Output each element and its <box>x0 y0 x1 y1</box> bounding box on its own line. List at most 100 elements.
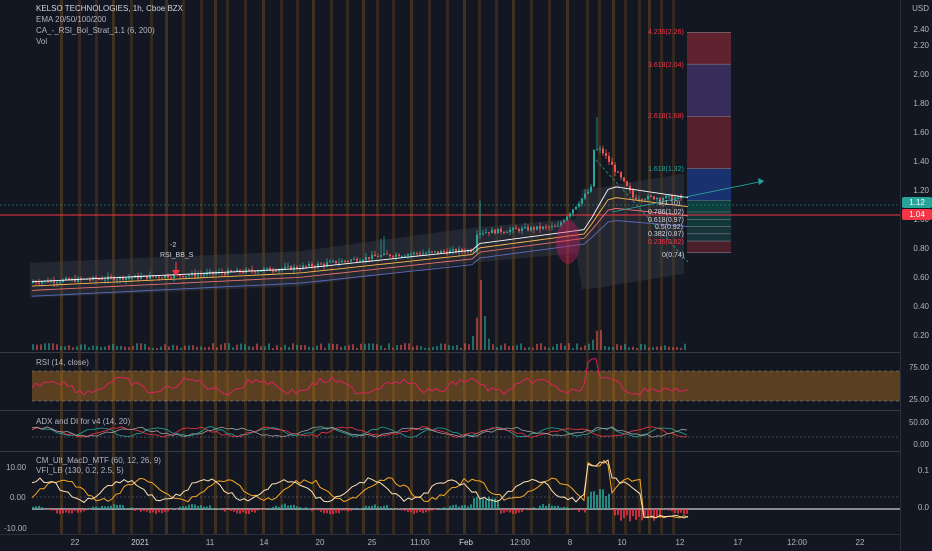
macd-histogram-bar <box>506 509 508 512</box>
volume-bar <box>76 347 78 350</box>
price-tick: 1.40 <box>913 157 929 166</box>
candle-body <box>509 230 511 232</box>
time-label: 12 <box>676 538 685 547</box>
volume-bar <box>160 347 162 350</box>
candle-body <box>599 148 601 149</box>
candle-body <box>533 227 535 229</box>
volume-bar <box>80 344 82 350</box>
chart-canvas[interactable] <box>0 0 900 550</box>
macd-histogram-bar <box>410 509 412 512</box>
pane-separator[interactable] <box>0 352 932 353</box>
candle-body <box>257 271 259 272</box>
volume-bar <box>508 346 510 350</box>
macd-histogram-bar <box>179 507 181 509</box>
candle-body <box>275 271 277 272</box>
macd-histogram-bar <box>305 507 307 509</box>
candle-body <box>593 150 595 187</box>
candle-body <box>506 232 508 233</box>
candle-body <box>284 267 286 269</box>
candle-body <box>389 254 391 256</box>
volume-bar <box>196 347 198 350</box>
indicator-vol[interactable]: Vol <box>36 37 47 46</box>
candle-body <box>296 267 298 269</box>
macd-histogram-bar <box>299 507 301 509</box>
pane-separator[interactable] <box>0 410 932 411</box>
candle-body <box>407 254 409 255</box>
pane-separator[interactable] <box>0 451 932 452</box>
candle-body <box>128 278 130 279</box>
macd-histogram-bar <box>638 509 640 517</box>
volume-bar <box>352 344 354 350</box>
macd-histogram-bar <box>131 507 133 509</box>
volume-bar <box>220 344 222 350</box>
volume-bar <box>316 346 318 350</box>
candle-body <box>428 251 430 252</box>
macd-histogram-bar <box>254 509 256 513</box>
macd-histogram-bar <box>212 508 214 509</box>
macd-histogram-bar <box>389 508 391 509</box>
macd-histogram-bar <box>326 509 328 513</box>
volume-bar <box>512 346 514 350</box>
macd-histogram-bar <box>485 499 487 509</box>
macd-histogram-bar <box>140 509 142 512</box>
volume-bar <box>204 347 206 350</box>
price-tick: 0.20 <box>913 331 929 340</box>
volume-bar <box>156 348 158 350</box>
fib-label: 0.618(0.97) <box>648 217 684 224</box>
symbol-title[interactable]: KELSO TECHNOLOGIES, 1h, Cboe BZX <box>36 4 183 13</box>
macd-histogram-bar <box>263 509 265 510</box>
macd-histogram-bar <box>452 505 454 509</box>
volume-bar <box>124 347 126 350</box>
candle-body <box>641 199 643 200</box>
macd-histogram-bar <box>632 509 634 516</box>
volume-bar <box>232 347 234 350</box>
arrow-icon <box>758 178 764 185</box>
time-axis[interactable]: 22 2021 11 14 20 25 11:00 Feb 12:00 8 10… <box>0 534 900 551</box>
candle-body <box>413 253 415 254</box>
candle-body <box>500 229 502 232</box>
volume-bar <box>440 343 442 350</box>
indicator-ema[interactable]: EMA 20/50/100/200 <box>36 15 106 24</box>
macd-histogram-bar <box>584 509 586 512</box>
macd-histogram-bar <box>455 505 457 509</box>
volume-bar <box>420 346 422 350</box>
rsi-pane-title[interactable]: RSI (14, close) <box>36 358 89 367</box>
macd-histogram-bar <box>188 505 190 509</box>
volume-bar <box>540 343 542 350</box>
fib-zone <box>687 241 731 253</box>
candle-body <box>98 279 100 280</box>
price-axis[interactable]: USD 2.40 2.20 2.00 1.80 1.60 1.40 1.20 1… <box>900 0 932 550</box>
volume-bar <box>484 316 486 350</box>
candle-body <box>272 271 274 272</box>
price-tick: 0.40 <box>913 302 929 311</box>
macd-histogram-bar <box>572 509 574 510</box>
candle-body <box>200 275 202 276</box>
adx-pane-title[interactable]: ADX and DI for v4 (14, 20) <box>36 417 130 426</box>
candle-body <box>437 251 439 253</box>
macd-histogram-bar <box>653 509 655 521</box>
indicator-rsi-bol[interactable]: CA_-_RSI_Bol_Strat_1.1 (6, 200) <box>36 26 155 35</box>
chart-area[interactable]: KELSO TECHNOLOGIES, 1h, Cboe BZX EMA 20/… <box>0 0 900 550</box>
time-label: 12:00 <box>510 538 530 547</box>
vfi-pane-title[interactable]: VFI_LB (130, 0.2, 2.5, 5) <box>36 466 124 475</box>
volume-bar <box>328 343 330 350</box>
currency-label[interactable]: USD <box>912 4 929 13</box>
volume-bar <box>408 343 410 350</box>
macd-histogram-bar <box>458 507 460 509</box>
volume-bar <box>224 343 226 350</box>
candle-body <box>248 269 250 270</box>
macd-histogram-bar <box>62 509 64 513</box>
macd-histogram-bar <box>239 509 241 514</box>
volume-bar <box>212 343 214 350</box>
macd-pane-title[interactable]: CM_Ult_MacD_MTF (60, 12, 26, 9) <box>36 456 161 465</box>
candle-body <box>89 280 91 281</box>
candle-body <box>365 257 367 260</box>
volume-bar <box>492 344 494 350</box>
macd-histogram-bar <box>119 505 121 509</box>
macd-histogram-bar <box>548 504 550 509</box>
macd-histogram-bar <box>329 509 331 514</box>
candle-body <box>305 266 307 267</box>
volume-bar <box>284 345 286 350</box>
macd-histogram-bar <box>419 509 421 512</box>
candle-body <box>65 278 67 279</box>
